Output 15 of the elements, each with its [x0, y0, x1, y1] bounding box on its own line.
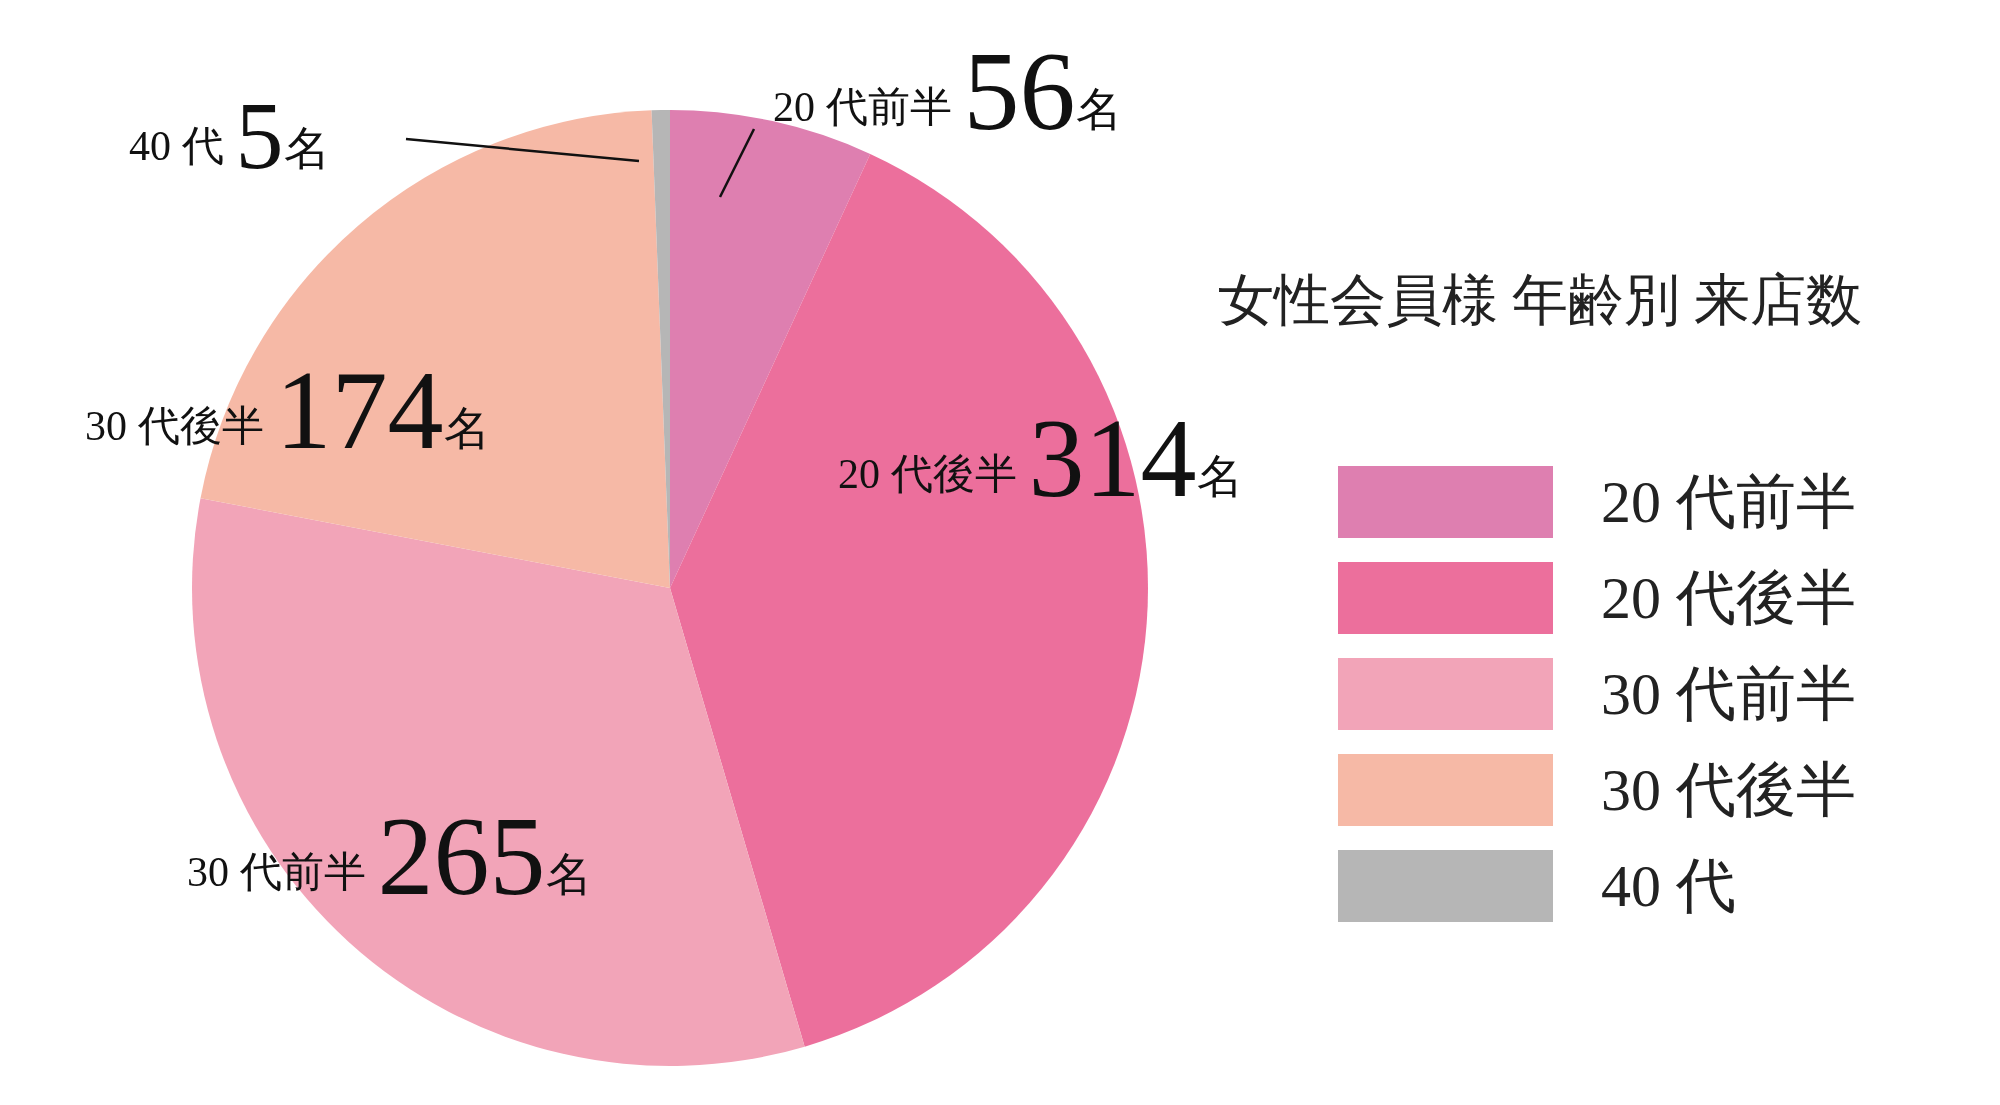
legend-label: 40 代 [1601, 851, 1736, 921]
legend-label: 20 代後半 [1601, 563, 1856, 633]
legend-label: 20 代前半 [1601, 467, 1856, 537]
legend-label: 30 代前半 [1601, 659, 1856, 729]
slice-label: 20 代前半 [773, 84, 952, 130]
slice-label: 30 代前半 [187, 849, 366, 895]
text: 女性会員様 年齢別 来店数 [1218, 268, 1862, 333]
legend-label: 30 代後半 [1601, 755, 1856, 825]
data-label: 56名 [963, 29, 1122, 153]
slice-label: 40 代 [129, 123, 224, 169]
data-label: 5名 [235, 82, 330, 189]
data-label: 174名 [275, 348, 490, 472]
data-label: 265名 [377, 794, 592, 918]
slice-label: 30 代後半 [85, 403, 264, 449]
slice-label: 20 代後半 [838, 451, 1017, 497]
